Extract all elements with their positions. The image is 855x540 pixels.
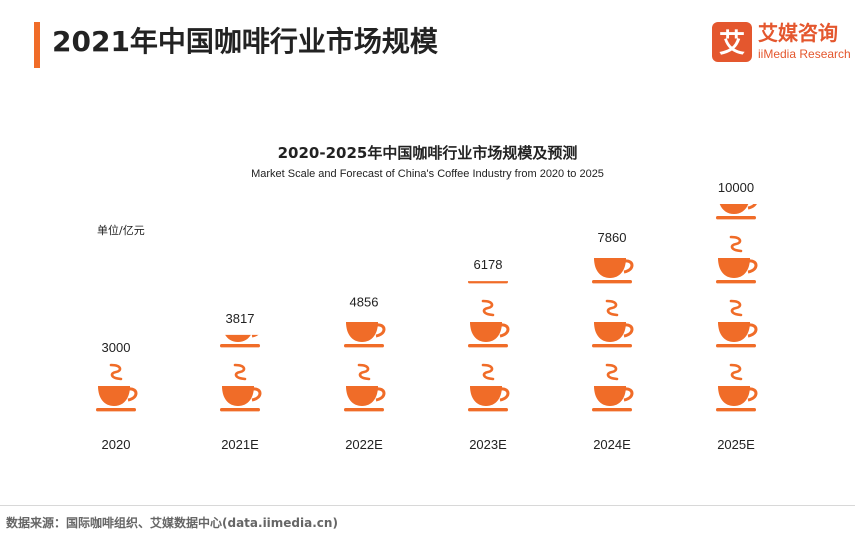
coffee-cup-icon: [220, 363, 262, 412]
data-label: 10000: [718, 180, 754, 195]
data-label: 3817: [226, 311, 255, 326]
logo-text-en: iiMedia Research: [758, 47, 851, 61]
chart-subtitle: Market Scale and Forecast of China's Cof…: [251, 168, 604, 180]
category-label: 2025E: [717, 437, 755, 452]
coffee-cup-icon: [468, 299, 510, 348]
coffee-cup-icon: [468, 281, 508, 284]
coffee-cup-icon: [716, 235, 758, 284]
coffee-cup-icon: [468, 363, 510, 412]
logo-text-cn: 艾媒咨询: [758, 21, 838, 45]
coffee-cup-icon: [716, 363, 758, 412]
coffee-cup-icon: [592, 258, 634, 284]
coffee-cup-icon: [344, 363, 386, 412]
coffee-cup-icon: [96, 363, 138, 412]
coffee-cup-icon: [592, 363, 634, 412]
footer-divider: [0, 505, 855, 506]
category-label: 2021E: [221, 437, 259, 452]
logo-mark-icon: 艾: [712, 22, 752, 62]
data-label: 4856: [350, 294, 379, 309]
logo-glyph: 艾: [719, 29, 745, 59]
data-label: 7860: [598, 230, 627, 245]
data-label: 3000: [102, 340, 131, 355]
brand-logo: 艾 艾媒咨询 iiMedia Research: [712, 20, 851, 66]
coffee-cup-icon: [220, 334, 260, 348]
coffee-cup-icon: [344, 322, 386, 348]
coffee-cup-icon: [716, 204, 757, 220]
coffee-cup-icon: [592, 299, 634, 348]
coffee-cup-icon: [716, 299, 758, 348]
data-source-note: 数据来源：国际咖啡组织、艾媒数据中心(data.iimedia.cn): [6, 516, 338, 530]
data-label: 6178: [474, 257, 503, 272]
category-label: 2023E: [469, 437, 507, 452]
title-accent-bar: [34, 22, 40, 68]
unit-label: 单位/亿元: [97, 224, 145, 237]
category-label: 2024E: [593, 437, 631, 452]
page-title: 2021年中国咖啡行业市场规模: [52, 25, 438, 58]
category-label: 2022E: [345, 437, 383, 452]
category-label: 2020: [102, 437, 131, 452]
chart-title: 2020-2025年中国咖啡行业市场规模及预测: [277, 144, 578, 162]
